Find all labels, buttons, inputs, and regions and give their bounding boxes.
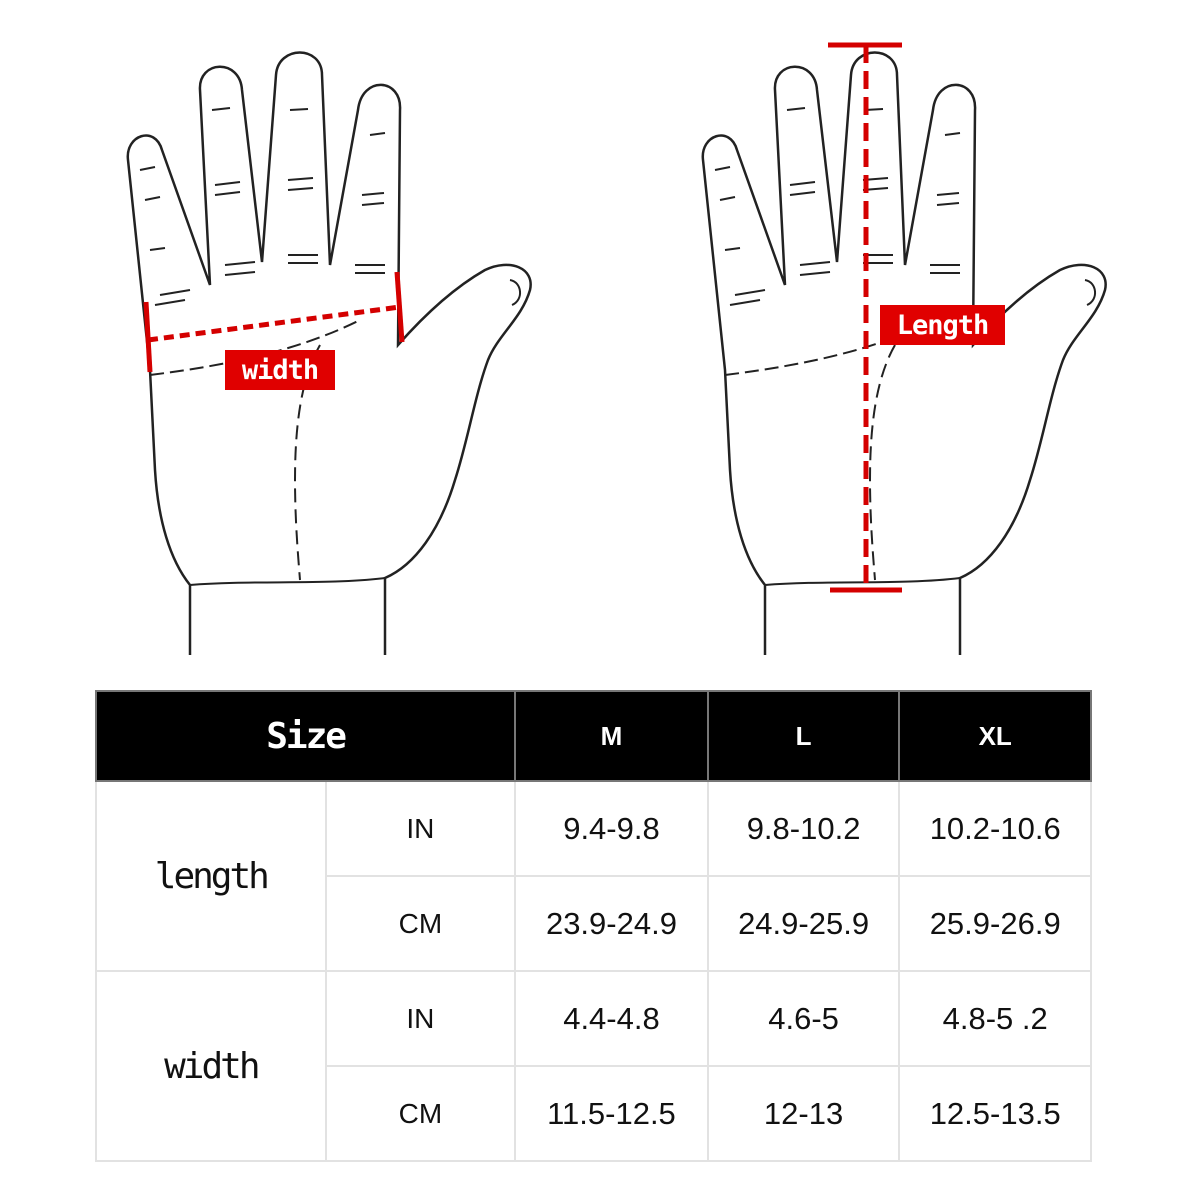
unit-cell: CM (324, 1065, 517, 1162)
header-xl: XL (898, 690, 1092, 782)
unit-cell: CM (324, 875, 517, 972)
value-cell: 24.9-25.9 (706, 875, 901, 972)
width-label: width (225, 350, 335, 390)
width-measure-line (143, 271, 405, 373)
table-row: CM 11.5-12.5 12-13 12.5-13.5 (96, 1065, 1092, 1162)
value-cell: 11.5-12.5 (514, 1065, 709, 1162)
value-cell: 9.8-10.2 (706, 780, 901, 877)
value-cell: 25.9-26.9 (898, 875, 1092, 972)
size-table: Size M L XL length IN 9.4-9.8 9.8-10.2 1… (94, 690, 1092, 1162)
unit-cell: IN (324, 970, 517, 1067)
header-l: L (706, 690, 901, 782)
value-cell: 12-13 (706, 1065, 901, 1162)
value-cell: 9.4-9.8 (514, 780, 709, 877)
length-label: Length (880, 305, 1005, 345)
header-size: Size (94, 690, 517, 782)
value-cell: 23.9-24.9 (514, 875, 709, 972)
value-cell: 4.6-5 (706, 970, 901, 1067)
group-width: width (95, 970, 327, 1162)
unit-cell: IN (324, 780, 517, 877)
value-cell: 4.8-5 .2 (898, 970, 1092, 1067)
right-hand-drawing (701, 51, 1107, 657)
length-measure-line (828, 42, 902, 593)
header-row: Size M L XL (94, 690, 1092, 782)
group-length: length (95, 780, 327, 972)
hand-illustrations (126, 42, 1107, 657)
table-row: CM 23.9-24.9 24.9-25.9 25.9-26.9 (96, 875, 1092, 972)
header-m: M (514, 690, 709, 782)
value-cell: 4.4-4.8 (514, 970, 709, 1067)
value-cell: 10.2-10.6 (898, 780, 1092, 877)
table-row: length IN 9.4-9.8 9.8-10.2 10.2-10.6 (95, 780, 1092, 972)
value-cell: 12.5-13.5 (898, 1065, 1092, 1162)
table-row: width IN 4.4-4.8 4.6-5 4.8-5 .2 (95, 970, 1092, 1162)
